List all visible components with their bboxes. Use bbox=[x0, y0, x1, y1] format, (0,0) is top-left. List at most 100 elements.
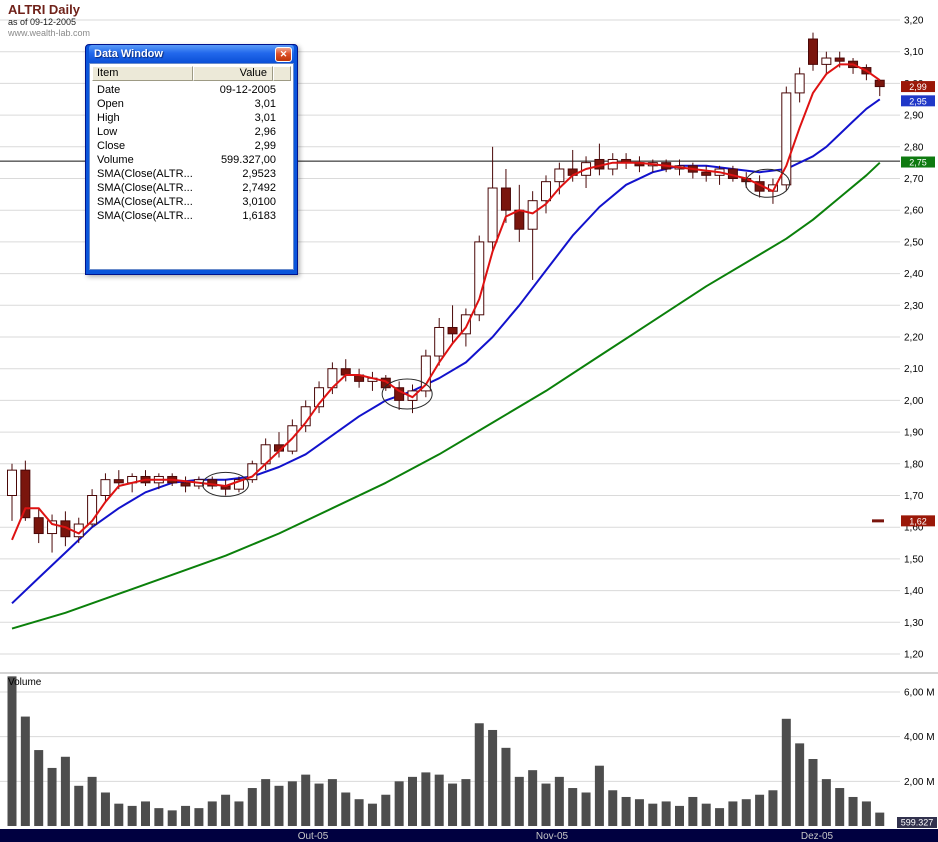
item-label: Volume bbox=[97, 154, 134, 166]
volume-bar bbox=[7, 676, 17, 826]
data-window-row: Close 2,99 bbox=[92, 139, 291, 153]
item-label: SMA(Close(ALTR... bbox=[97, 210, 193, 222]
volume-bar bbox=[501, 747, 511, 826]
date-axis-bar bbox=[0, 829, 938, 842]
data-window-grid: Item Value Date 09-12-2005 Open 3,01 High 3,0… bbox=[92, 66, 291, 223]
price-badge bbox=[901, 515, 935, 527]
volume-bar bbox=[634, 799, 644, 826]
volume-badge-label: 599.327 bbox=[901, 818, 934, 828]
volume-bar bbox=[701, 803, 711, 826]
price-tick-label: 1,60 bbox=[904, 523, 924, 534]
data-window-body: Item Value Date 09-12-2005 Open 3,01 High 3,0… bbox=[89, 63, 294, 270]
data-window-row: Volume 599.327,00 bbox=[92, 153, 291, 167]
candle-body bbox=[701, 171, 712, 176]
item-label: Date bbox=[97, 84, 121, 96]
volume-bar bbox=[394, 781, 404, 826]
volume-bar bbox=[314, 783, 324, 826]
volume-bar bbox=[621, 796, 631, 826]
volume-bar bbox=[554, 776, 564, 826]
column-header-item[interactable]: Item bbox=[92, 66, 193, 81]
item-value: 3,01 bbox=[254, 98, 276, 110]
volume-bar bbox=[274, 785, 284, 826]
volume-bar bbox=[287, 781, 297, 826]
volume-bar bbox=[327, 779, 337, 826]
volume-bar bbox=[608, 790, 618, 826]
price-badge-label: 2,75 bbox=[909, 158, 927, 168]
candle-body bbox=[554, 168, 565, 183]
volume-bar bbox=[541, 783, 551, 826]
volume-bar bbox=[154, 808, 164, 826]
as-of-date: as of 09-12-2005 bbox=[8, 17, 77, 27]
data-window-row: Low 2,96 bbox=[92, 125, 291, 139]
candle-body bbox=[514, 209, 525, 230]
data-window-title: Data Window bbox=[94, 48, 163, 60]
volume-bar bbox=[688, 796, 698, 826]
item-value: 2,9523 bbox=[242, 168, 276, 180]
candle-body bbox=[7, 469, 17, 497]
volume-bar bbox=[448, 783, 458, 826]
month-label: Dez-05 bbox=[801, 831, 834, 842]
volume-bar bbox=[728, 801, 738, 826]
volume-bar bbox=[875, 812, 885, 826]
volume-bar bbox=[47, 767, 57, 826]
sma-slow-green-line bbox=[11, 161, 881, 630]
volume-bar bbox=[100, 792, 110, 826]
volume-bar bbox=[741, 799, 751, 826]
volume-bar bbox=[821, 779, 831, 826]
candle-body bbox=[420, 355, 431, 392]
volume-bar bbox=[594, 765, 604, 826]
volume-bar bbox=[661, 801, 671, 826]
candle-body bbox=[434, 326, 445, 357]
volume-bar bbox=[848, 796, 858, 826]
volume-bar bbox=[234, 801, 244, 826]
volume-bar bbox=[755, 794, 765, 826]
data-window[interactable]: Data Window ✕ Item Value Date 09-12-2005 O… bbox=[85, 44, 298, 275]
candle-body bbox=[821, 57, 832, 65]
price-tick-label: 3,20 bbox=[904, 16, 924, 27]
data-window-row: Open 3,01 bbox=[92, 97, 291, 111]
data-window-titlebar[interactable]: Data Window ✕ bbox=[89, 45, 294, 63]
candle-body bbox=[487, 187, 498, 243]
volume-bar bbox=[488, 729, 498, 826]
volume-bar bbox=[127, 805, 137, 826]
volume-bar bbox=[74, 785, 84, 826]
price-tick-label: 1,80 bbox=[904, 459, 924, 470]
item-label: SMA(Close(ALTR... bbox=[97, 196, 193, 208]
volume-bar bbox=[795, 743, 805, 826]
chart-header: ALTRI Daily as of 09-12-2005 www.wealth-… bbox=[8, 3, 90, 39]
candle-body bbox=[500, 187, 511, 211]
volume-bar bbox=[301, 774, 311, 826]
volume-bar bbox=[34, 750, 44, 826]
volume-bar bbox=[808, 759, 818, 826]
item-value: 1,6183 bbox=[242, 210, 276, 222]
price-badge bbox=[901, 156, 935, 168]
candle-body bbox=[113, 479, 124, 484]
volume-bar bbox=[20, 716, 30, 826]
volume-bar bbox=[60, 756, 70, 826]
volume-tick-label: 2,00 M bbox=[904, 777, 935, 788]
volume-bar bbox=[675, 805, 684, 826]
volume-bar bbox=[87, 776, 97, 826]
volume-bar bbox=[434, 774, 444, 826]
volume-bar bbox=[141, 801, 150, 826]
candle-body bbox=[794, 73, 805, 94]
month-label: Nov-05 bbox=[536, 831, 569, 842]
volume-bar bbox=[528, 770, 538, 826]
volume-bar bbox=[835, 788, 845, 826]
column-header-pad bbox=[273, 66, 291, 81]
column-header-value[interactable]: Value bbox=[193, 66, 273, 81]
sma-fast-red-line bbox=[11, 63, 881, 541]
item-value: 3,0100 bbox=[242, 196, 276, 208]
price-tick-label: 1,90 bbox=[904, 428, 924, 439]
price-tick-label: 2,40 bbox=[904, 269, 924, 280]
price-tick-label: 2,10 bbox=[904, 364, 924, 375]
price-tick-label: 1,20 bbox=[904, 650, 924, 661]
candle-body bbox=[874, 79, 885, 88]
volume-bar bbox=[381, 794, 391, 826]
volume-bar bbox=[354, 799, 364, 826]
volume-bar bbox=[114, 803, 124, 826]
close-button[interactable]: ✕ bbox=[275, 46, 292, 62]
candle-body bbox=[20, 469, 31, 519]
